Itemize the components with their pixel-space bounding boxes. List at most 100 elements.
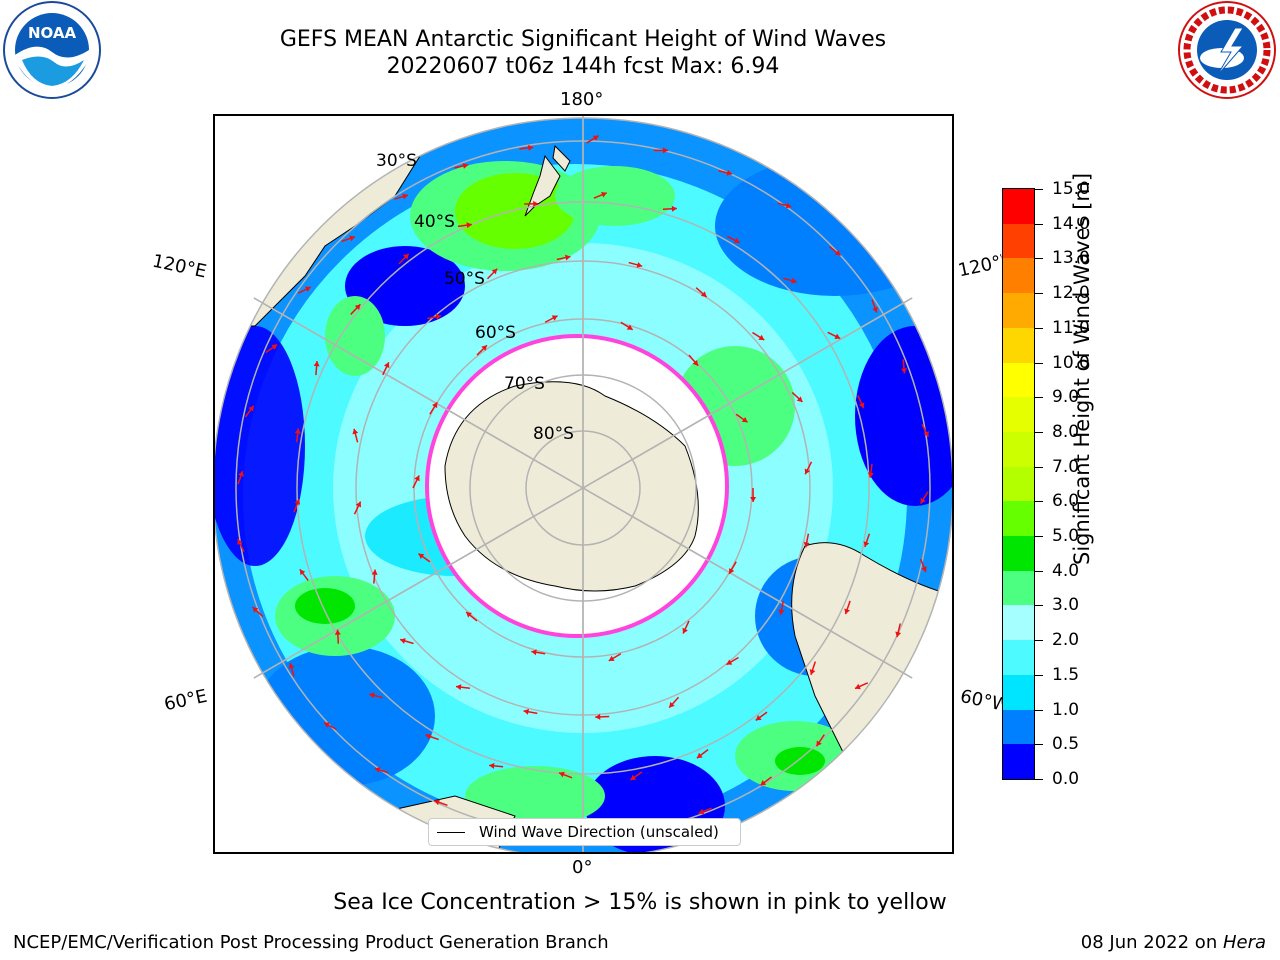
footer-date-prefix: 08 Jun 2022 on: [1080, 932, 1223, 953]
wave-direction-arrowhead: [863, 541, 870, 547]
wave-direction-arrowhead: [313, 361, 320, 367]
wave-direction-arrowhead: [489, 762, 495, 769]
wave-direction-arrowhead: [564, 254, 571, 261]
lat-label-40s: 40°S: [414, 212, 455, 232]
wave-direction-arrowhead: [374, 767, 381, 773]
chart-subtitle: 20220607 t06z 144h fcst Max: 6.94: [386, 54, 780, 79]
footer-credit: NCEP/EMC/Verification Post Processing Pr…: [13, 932, 609, 953]
wave-direction-arrowhead: [248, 405, 254, 412]
colorbar-title: Significant Height of Wind Waves [m]: [1070, 172, 1094, 565]
lon-label-60w: 60°W: [958, 685, 1004, 716]
lat-label-70s: 70°S: [504, 374, 545, 394]
wave-direction-arrowhead: [533, 200, 539, 207]
wave-direction-arrowhead: [636, 262, 643, 268]
colorbar-tick-label: 4.0: [1052, 560, 1080, 581]
wave-direction-arrowhead: [595, 713, 601, 720]
colorbar-segment: [1003, 466, 1034, 502]
colorbar-tick-label: 14.0: [1052, 213, 1090, 234]
colorbar-tick: [1035, 223, 1043, 225]
colorbar: [1002, 188, 1035, 780]
wave-direction-arrowhead: [271, 344, 278, 350]
wave-direction-arrowhead: [858, 402, 865, 409]
wave-direction-arrowhead: [349, 235, 355, 242]
colorbar-tick-label: 1.0: [1052, 699, 1080, 720]
colorbar-segment: [1003, 362, 1034, 398]
longitude-line: [582, 487, 913, 679]
lat-label-50s: 50°S: [444, 269, 485, 289]
lat-label-80s: 80°S: [533, 424, 574, 444]
footer-host: Hera: [1222, 932, 1266, 953]
colorbar-tick-label: 0.5: [1052, 734, 1080, 755]
wave-direction-arrowhead: [895, 631, 902, 638]
colorbar-segment: [1003, 639, 1034, 675]
wave-direction-arrowhead: [466, 612, 472, 618]
legend-line-sample: [437, 832, 465, 833]
wave-direction-arrowhead: [434, 799, 440, 806]
wave-direction-arrowhead: [299, 569, 306, 576]
sea-ice-note: Sea Ice Concentration > 15% is shown in …: [333, 890, 947, 915]
lon-label-120w: 120°W: [956, 251, 1005, 282]
wave-direction-arrowhead: [867, 472, 874, 478]
longitude-line: [253, 297, 584, 489]
colorbar-tick: [1035, 605, 1043, 607]
wave-direction-arrowhead: [455, 684, 462, 691]
map-legend: Wind Wave Direction (unscaled): [428, 818, 741, 846]
wave-direction-arrowhead: [816, 740, 822, 747]
map-canvas: [215, 116, 952, 852]
lon-label-120e: 120°E: [150, 250, 209, 283]
wave-direction-arrowhead: [921, 566, 927, 572]
colorbar-tick: [1035, 744, 1043, 746]
colorbar-tick-label: 15.0: [1052, 179, 1090, 199]
wave-direction-arrowhead: [755, 715, 762, 721]
longitude-line: [582, 297, 913, 489]
colorbar-tick-label: 10.0: [1052, 352, 1090, 373]
colorbar-tick: [1035, 362, 1043, 364]
wave-direction-arrowhead: [252, 607, 259, 613]
wave-direction-arrowhead: [531, 649, 537, 656]
polar-map: [213, 114, 954, 854]
colorbar-tick-label: 7.0: [1052, 456, 1080, 477]
colorbar-tick: [1035, 466, 1043, 468]
colorbar-tick: [1035, 570, 1043, 572]
colorbar-segment: [1003, 743, 1034, 779]
colorbar-tick-label: 3.0: [1052, 595, 1080, 616]
wave-direction-arrowhead: [809, 669, 816, 675]
colorbar-tick-label: 12.0: [1052, 283, 1090, 304]
colorbar-tick: [1035, 674, 1043, 676]
colorbar-tick: [1035, 640, 1043, 642]
wave-direction-arrowhead: [669, 701, 675, 708]
wave-direction-arrowhead: [608, 655, 615, 661]
wave-direction-arrowhead: [369, 692, 375, 699]
wave-direction-arrowhead: [698, 808, 705, 815]
colorbar-tick-label: 8.0: [1052, 421, 1080, 442]
lon-label-180: 180°: [560, 89, 604, 110]
colorbar-tick-label: 9.0: [1052, 387, 1080, 408]
wave-direction-arrowhead: [750, 496, 757, 502]
wave-direction-arrowhead: [425, 733, 432, 740]
colorbar-segment: [1003, 604, 1034, 641]
wave-direction-arrowhead: [834, 249, 841, 256]
wave-direction-arrowhead: [238, 470, 244, 477]
colorbar-tick-label: 11.0: [1052, 317, 1090, 338]
wave-direction-arrowhead: [481, 345, 487, 351]
lat-label-60s: 60°S: [475, 323, 516, 343]
wave-direction-arrowhead: [523, 708, 530, 715]
wave-direction-arrowhead: [734, 237, 740, 244]
colorbar-tick: [1035, 709, 1043, 711]
colorbar-tick: [1035, 779, 1043, 780]
wave-direction-arrowhead: [662, 147, 669, 154]
colorbar-tick: [1035, 293, 1043, 295]
wave-direction-arrowhead: [804, 468, 811, 475]
wave-direction-arrowhead: [778, 609, 785, 615]
wave-direction-arrowhead: [692, 359, 699, 366]
wave-direction-arrowhead: [592, 135, 599, 141]
chart-title: GEFS MEAN Antarctic Significant Height o…: [279, 27, 887, 52]
wave-direction-arrowhead: [334, 629, 341, 635]
colorbar-segment: [1003, 431, 1034, 467]
wave-direction-arrowhead: [527, 144, 534, 151]
wave-direction-arrowhead: [834, 333, 841, 340]
wave-direction-arrowhead: [844, 608, 850, 615]
wave-direction-arrowhead: [630, 774, 637, 781]
wave-direction-arrowhead: [729, 568, 735, 574]
wave-direction-arrowhead: [741, 416, 748, 423]
